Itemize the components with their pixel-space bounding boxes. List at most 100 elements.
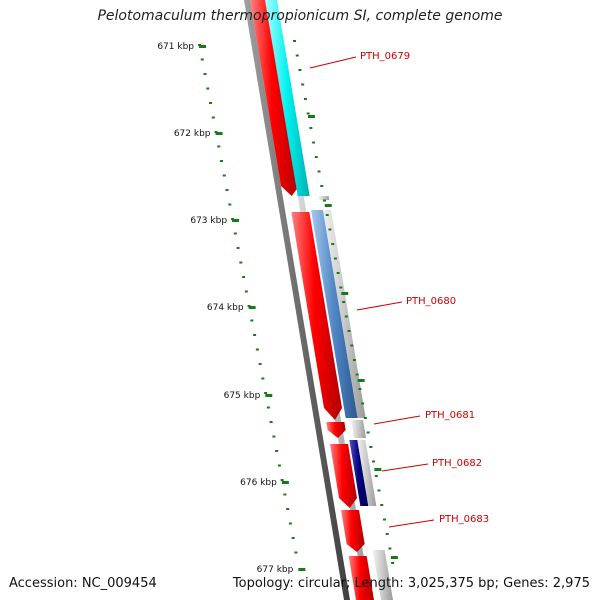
kbp-tick-label: 672 kbp: [174, 129, 211, 139]
tick-dot: [211, 116, 215, 119]
tick-dot: [363, 417, 367, 419]
gene-label-leader: [388, 519, 435, 528]
tick-dot: [361, 402, 365, 405]
tick-dot: [339, 286, 343, 289]
kbp-tick-label: 676 kbp: [240, 478, 277, 488]
tick-dot: [294, 551, 298, 554]
tick-dot: [306, 112, 310, 115]
tick-dot: [266, 406, 270, 409]
tick-dot: [236, 247, 240, 249]
tick-dot: [217, 145, 221, 148]
gene-band-pth-0680: [311, 210, 358, 418]
tick-dot: [317, 170, 321, 173]
tick-dot: [320, 185, 324, 187]
gene-label-leader: [381, 463, 429, 472]
tick-dot: [301, 83, 305, 86]
tick-dot: [366, 431, 370, 434]
tick-dot: [228, 203, 232, 206]
tick-dot: [303, 98, 307, 100]
similarity-track: [323, 210, 366, 418]
tick-dot: [325, 214, 329, 216]
major-tick-mark: [232, 219, 240, 222]
tick-dot: [336, 272, 340, 274]
tick-dot: [206, 87, 210, 90]
tick-dot: [312, 141, 316, 144]
major-tick-mark: [215, 132, 223, 135]
major-tick-mark: [281, 481, 289, 484]
tick-dot: [261, 377, 265, 380]
tick-dot: [309, 127, 313, 129]
kbp-tick-marks: 671 kbp 672 kbp 673 kbp 674 kbp 675 kbp 676 k…: [157, 40, 398, 575]
tick-dot: [355, 373, 359, 376]
tick-dot: [222, 174, 226, 177]
cds-feature: [250, 0, 299, 196]
gene-label-leader: [309, 56, 357, 69]
cds-feature: [330, 444, 357, 508]
gene-labels: PTH_0679 PTH_0680 PTH_0681 PTH_0682 PTH_0683: [309, 51, 489, 528]
major-tick-mark: [199, 45, 206, 48]
tick-dot: [244, 290, 248, 293]
tick-dot: [314, 156, 318, 158]
gene-band-pth-0681: [351, 420, 366, 438]
major-tick-mark: [374, 468, 382, 471]
tick-dot: [269, 421, 273, 423]
tick-dot: [239, 261, 243, 264]
gene-label-leader: [356, 301, 403, 311]
map-title: Pelotomaculum thermopropionicum SI, comp…: [97, 8, 503, 24]
cds-feature: [326, 422, 346, 438]
kbp-tick-label: 673 kbp: [190, 216, 227, 226]
tick-dot: [342, 301, 346, 303]
tick-dot: [391, 562, 395, 564]
accession-text: Accession: NC_009454: [9, 576, 157, 591]
tick-dot: [322, 199, 326, 202]
major-tick-mark: [341, 292, 349, 295]
tick-dot: [372, 460, 376, 463]
major-tick-mark: [390, 556, 398, 559]
tick-dot: [220, 160, 224, 162]
major-tick-mark: [357, 379, 365, 382]
gene-label: PTH_0681: [425, 410, 475, 421]
genome-backbone: [244, 0, 350, 600]
gene-label: PTH_0679: [360, 51, 410, 62]
gene-label: PTH_0683: [439, 514, 489, 525]
similarity-track: [357, 440, 377, 506]
gene-label-leader: [373, 415, 421, 425]
major-tick-mark: [298, 568, 306, 571]
tick-dot: [377, 489, 381, 492]
kbp-tick-label: 674 kbp: [207, 303, 244, 313]
gene-label: PTH_0680: [406, 296, 456, 307]
gene-band-pth-0682: [349, 440, 369, 506]
gene-label: PTH_0682: [432, 458, 482, 469]
tick-dot: [277, 464, 281, 467]
kbp-tick-label: 675 kbp: [224, 391, 261, 401]
map-features: [250, 0, 393, 600]
tick-dot: [283, 493, 287, 496]
tick-dot: [242, 276, 246, 278]
tick-dot: [286, 508, 290, 510]
tick-dot: [298, 69, 302, 71]
gene-band-pth-0683: [372, 550, 393, 600]
tick-dot: [352, 359, 356, 361]
tick-dot: [253, 334, 257, 336]
tick-dot: [358, 388, 362, 390]
tick-dot: [293, 40, 296, 42]
tick-dot: [295, 54, 299, 57]
tick-dot: [209, 102, 213, 104]
tick-dot: [385, 533, 389, 535]
cds-feature: [341, 510, 365, 552]
tick-dot: [203, 73, 207, 75]
gene-band-pth-0679: [265, 0, 310, 196]
tick-dot: [258, 363, 262, 365]
kbp-tick-label: 671 kbp: [157, 42, 194, 52]
similarity-track: [318, 196, 330, 200]
tick-dot: [250, 319, 254, 322]
tick-dot: [280, 479, 284, 481]
tick-dot: [288, 522, 292, 525]
tick-dot: [264, 392, 268, 394]
tick-dot: [275, 450, 279, 452]
tick-dot: [380, 504, 384, 506]
tick-dot: [344, 315, 348, 318]
major-tick-mark: [265, 394, 273, 397]
tick-dot: [374, 475, 378, 477]
